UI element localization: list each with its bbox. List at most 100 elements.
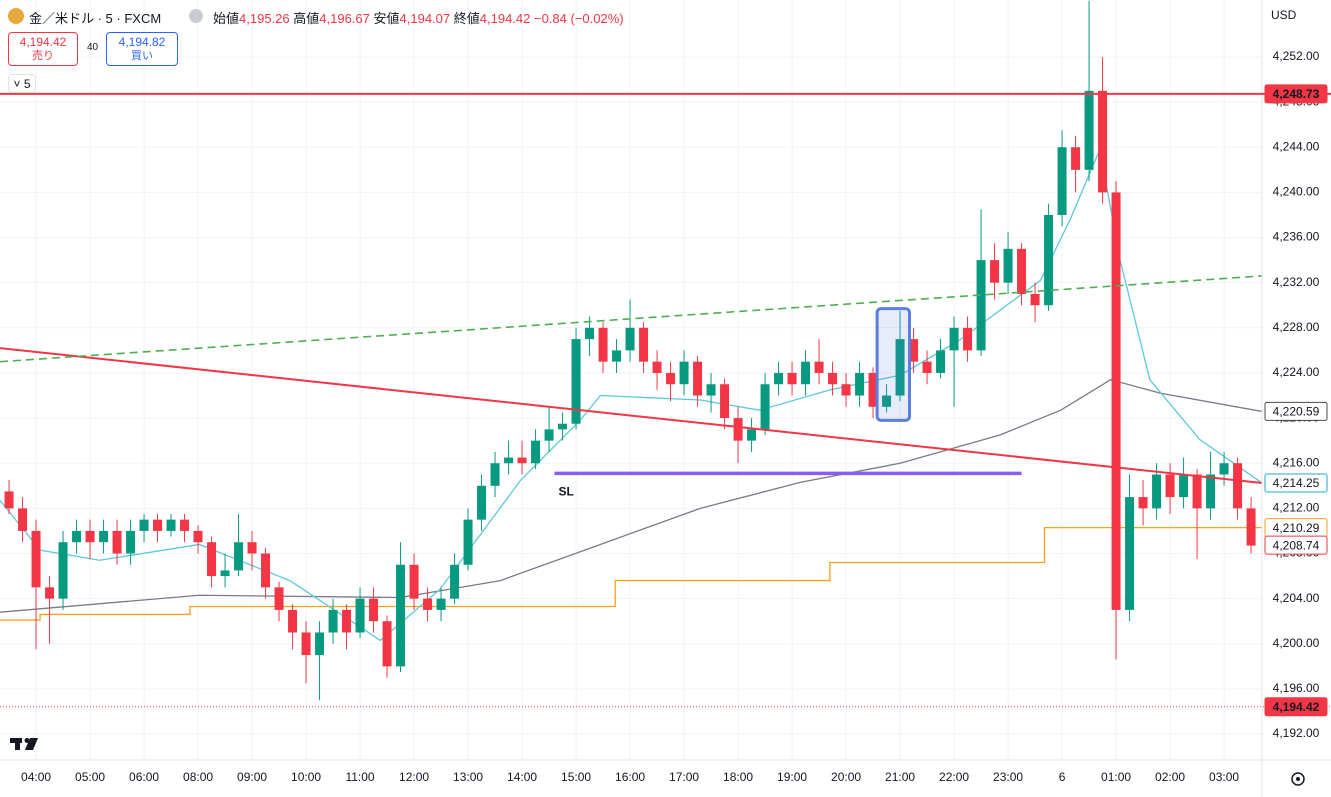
- candle-body: [490, 463, 500, 486]
- candle-body: [1179, 474, 1189, 498]
- candle-body: [72, 530, 82, 543]
- candle-body: [112, 530, 122, 554]
- candle-body: [976, 260, 986, 351]
- open-label: 始値: [213, 11, 240, 26]
- candle-body: [936, 350, 946, 373]
- candle-body: [666, 372, 676, 385]
- candle-body: [274, 587, 284, 610]
- candle-body: [463, 519, 473, 565]
- x-tick-label: 10:00: [291, 770, 321, 784]
- x-tick-label: 05:00: [75, 770, 105, 784]
- indicator-line: [0, 527, 1262, 621]
- settings-icon[interactable]: [1291, 772, 1305, 786]
- x-tick-label: 12:00: [399, 770, 429, 784]
- candle-body: [369, 598, 379, 622]
- candle-body: [301, 632, 311, 656]
- candle-body: [963, 327, 973, 351]
- y-tick-label: 4,232.00: [1273, 275, 1320, 289]
- ohlc: 始値4,195.26 高値4,196.67 安値4,194.07 終値4,194…: [213, 8, 624, 27]
- candle-body: [990, 260, 1000, 283]
- candle-body: [504, 457, 514, 464]
- candle-body: [1233, 463, 1243, 509]
- x-tick-label: 02:00: [1155, 770, 1185, 784]
- buy-label: 買い: [131, 50, 153, 62]
- candle-body: [85, 530, 95, 543]
- candle-body: [895, 339, 905, 396]
- y-tick-label: 4,240.00: [1273, 185, 1320, 199]
- candle-body: [315, 632, 325, 656]
- price-badge: [1264, 697, 1328, 717]
- candle-body: [760, 384, 770, 430]
- x-tick-label: 06:00: [129, 770, 159, 784]
- candle-body: [139, 519, 149, 531]
- x-tick-label: 11:00: [345, 770, 374, 784]
- candle-body: [531, 440, 541, 464]
- candle-body: [909, 339, 919, 362]
- candle-body: [1125, 497, 1135, 610]
- candle-body: [733, 418, 743, 441]
- price-badge-label: 4,210.29: [1273, 521, 1320, 535]
- candle-body: [247, 542, 257, 554]
- sell-button[interactable]: 4,194.42 売り: [8, 32, 78, 66]
- indicator-line: [0, 147, 1262, 642]
- candle-body: [841, 384, 851, 396]
- y-tick-label: 4,224.00: [1273, 365, 1320, 379]
- status-dot[interactable]: [189, 9, 203, 23]
- candle-body: [193, 530, 203, 543]
- price-badge-label: 4,220.59: [1273, 405, 1320, 419]
- candle-body: [679, 361, 689, 385]
- low-value: 4,194.07: [399, 11, 451, 26]
- x-tick-label: 13:00: [453, 770, 483, 784]
- highlight-box: [875, 307, 912, 422]
- symbol-title: 金／米ドル · 5 · FXCM: [29, 11, 162, 26]
- indicator-count: 5: [23, 77, 31, 91]
- indicator-toggle[interactable]: ˅ 5: [8, 74, 36, 93]
- close-value: 4,194.42: [479, 11, 531, 26]
- y-tick-label: 4,192.00: [1273, 726, 1320, 740]
- tradingview-logo: [10, 738, 38, 750]
- x-tick-label: 23:00: [993, 770, 1023, 784]
- candle-body: [288, 609, 298, 633]
- candle-body: [814, 361, 824, 373]
- candle-body: [706, 384, 716, 396]
- buy-price: 4,194.82: [118, 35, 166, 49]
- candle-body: [58, 542, 68, 599]
- buy-button[interactable]: 4,194.82 買い: [106, 32, 178, 66]
- candle-body: [450, 564, 460, 599]
- candle-body: [220, 570, 230, 577]
- trend-line: [0, 347, 1262, 484]
- candle-body: [1192, 474, 1202, 509]
- candle-body: [126, 530, 136, 554]
- currency[interactable]: USD: [1271, 8, 1297, 22]
- low-label: 安値: [373, 11, 400, 26]
- candle-body: [1138, 497, 1148, 509]
- candle-body: [922, 361, 932, 373]
- candle-body: [99, 530, 109, 543]
- high-label: 高値: [293, 11, 320, 26]
- candle-body: [585, 327, 595, 340]
- price-badge-label: 4,214.25: [1273, 476, 1320, 490]
- candle-body: [342, 609, 352, 633]
- x-tick-label: 18:00: [723, 770, 753, 784]
- price-badge-label: 4,194.42: [1273, 700, 1320, 714]
- candle-body: [45, 587, 55, 599]
- sell-label: 売り: [32, 50, 54, 62]
- price-badge: [1264, 473, 1328, 493]
- candle-body: [855, 372, 865, 396]
- candle-body: [436, 598, 446, 610]
- candle-body: [355, 598, 365, 633]
- y-tick-label: 4,252.00: [1273, 49, 1320, 63]
- candle-body: [396, 564, 406, 667]
- line-label: SL: [558, 485, 573, 499]
- x-tick-label: 17:00: [669, 770, 699, 784]
- candle-body: [166, 519, 176, 531]
- x-tick-label: 20:00: [831, 770, 861, 784]
- price-badge: [1264, 84, 1328, 104]
- x-tick-label: 09:00: [237, 770, 267, 784]
- candle-body: [423, 598, 433, 610]
- candle-body: [1098, 90, 1108, 193]
- y-tick-label: 4,196.00: [1273, 681, 1320, 695]
- candle-body: [1165, 474, 1175, 498]
- y-tick-label: 4,200.00: [1273, 636, 1320, 650]
